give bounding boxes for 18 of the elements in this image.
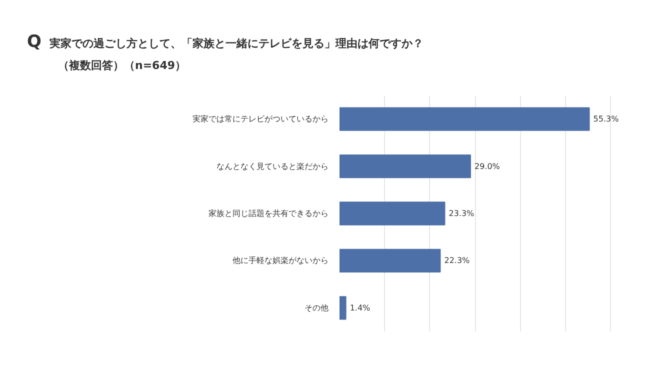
data-label: 22.3% bbox=[444, 256, 470, 266]
bar bbox=[340, 248, 441, 273]
y-tick-label: 家族と同じ話題を共有できるから bbox=[208, 209, 328, 218]
data-label: 55.3% bbox=[593, 114, 620, 124]
y-tick-label: 他に手軽な娯楽がないから bbox=[232, 256, 328, 266]
bar bbox=[340, 202, 446, 226]
text: 実家での過ごし方として、「家族と一緒にテレビを見る」理由は何ですか？ bbox=[49, 37, 424, 50]
bar bbox=[340, 296, 346, 320]
data-label: 1.4% bbox=[350, 303, 371, 312]
y-tick-label: 実家では常にテレビがついているから bbox=[192, 114, 328, 124]
bar bbox=[340, 154, 471, 178]
data-label: 23.3% bbox=[448, 209, 475, 218]
text: Q bbox=[27, 32, 42, 52]
y-tick-label: その他 bbox=[304, 303, 328, 312]
data-label: 29.0% bbox=[474, 162, 500, 171]
y-tick-label: なんとなく見ていると楽だから bbox=[216, 162, 328, 171]
bar bbox=[340, 107, 590, 131]
text: （複数回答）（n=649） bbox=[58, 58, 188, 74]
